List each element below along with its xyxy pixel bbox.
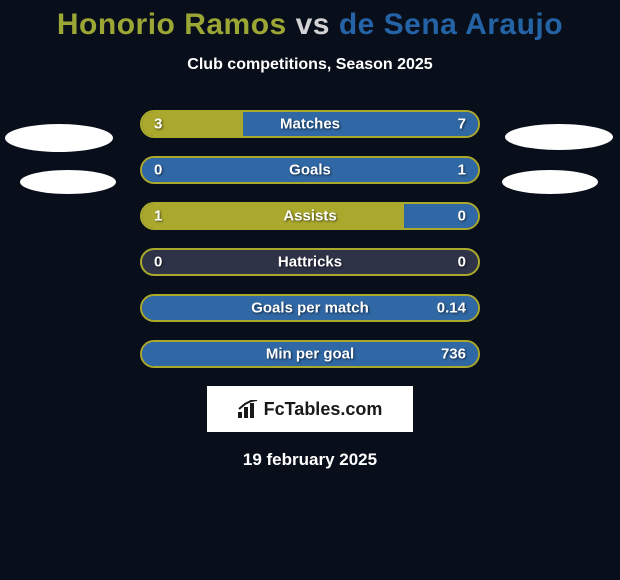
- vs-text: vs: [296, 8, 330, 41]
- bar-label: Hattricks: [278, 254, 342, 271]
- stat-bar: 3 7 Matches: [140, 110, 480, 138]
- stats-rows: 3 7 Matches 0 1 Goals 1 0 Assists 0 0 Hattricks 0.14…: [0, 110, 620, 368]
- bar-label: Min per goal: [266, 346, 354, 363]
- bar-right-value: 0.14: [437, 300, 466, 317]
- bar-right-value: 0: [458, 208, 466, 225]
- bar-right-value: 7: [458, 116, 466, 133]
- page-title: Honorio Ramos vs de Sena Araujo: [0, 8, 620, 42]
- bar-label: Assists: [283, 208, 336, 225]
- date-text: 19 february 2025: [0, 450, 620, 470]
- stat-bar: 0 1 Goals: [140, 156, 480, 184]
- player-photo-placeholder: [20, 170, 116, 194]
- bar-left-value: 1: [154, 208, 162, 225]
- subtitle: Club competitions, Season 2025: [0, 56, 620, 74]
- player1-name: Honorio Ramos: [57, 8, 287, 41]
- comparison-infographic: Honorio Ramos vs de Sena Araujo Club com…: [0, 0, 620, 470]
- stat-row: 0.14 Goals per match: [0, 294, 620, 322]
- logo: FcTables.com: [238, 399, 383, 420]
- stat-row: 0 0 Hattricks: [0, 248, 620, 276]
- player-photo-placeholder: [505, 124, 613, 150]
- player-photo-placeholder: [5, 124, 113, 152]
- bar-right-value: 736: [441, 346, 466, 363]
- stat-row: 1 0 Assists: [0, 202, 620, 230]
- player-photo-placeholder: [502, 170, 598, 194]
- bar-label: Goals: [289, 162, 331, 179]
- logo-text: FcTables.com: [264, 399, 383, 420]
- bar-left-value: 0: [154, 162, 162, 179]
- bar-fill-right: [243, 112, 478, 136]
- bar-left-value: 0: [154, 254, 162, 271]
- bar-fill-right: [404, 204, 478, 228]
- bar-label: Goals per match: [251, 300, 369, 317]
- stat-row: 736 Min per goal: [0, 340, 620, 368]
- stat-bar: 0.14 Goals per match: [140, 294, 480, 322]
- player2-name: de Sena Araujo: [339, 8, 563, 41]
- stat-row: 0 1 Goals: [0, 156, 620, 184]
- bar-right-value: 1: [458, 162, 466, 179]
- bar-right-value: 0: [458, 254, 466, 271]
- chart-icon: [238, 400, 260, 418]
- stat-bar: 1 0 Assists: [140, 202, 480, 230]
- stat-row: 3 7 Matches: [0, 110, 620, 138]
- bar-left-value: 3: [154, 116, 162, 133]
- bar-label: Matches: [280, 116, 340, 133]
- logo-box: FcTables.com: [207, 386, 413, 432]
- bar-fill-left: [142, 204, 404, 228]
- stat-bar: 736 Min per goal: [140, 340, 480, 368]
- stat-bar: 0 0 Hattricks: [140, 248, 480, 276]
